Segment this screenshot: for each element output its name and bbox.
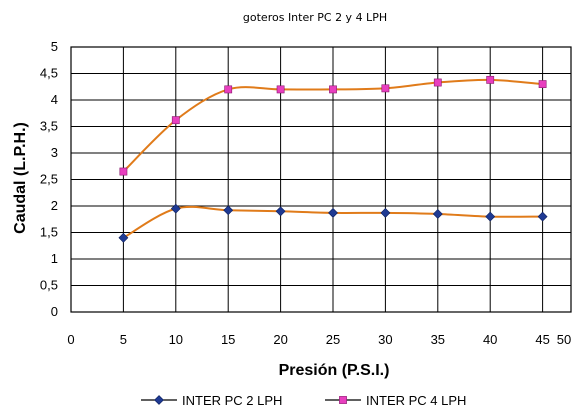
- data-point: [328, 207, 338, 218]
- data-point: [224, 85, 233, 94]
- data-point: [537, 211, 548, 222]
- y-tick-label: 1,5: [40, 225, 58, 240]
- plot-frame: [70, 46, 572, 313]
- legend-item-2: INTER PC 4 LPH: [325, 393, 466, 408]
- x-tick-label: 10: [169, 332, 183, 347]
- data-point: [118, 232, 129, 243]
- legend-label: INTER PC 2 LPH: [182, 393, 282, 408]
- y-tick-label: 4: [51, 92, 58, 107]
- series-2: [119, 75, 547, 176]
- y-tick-label: 2,5: [40, 172, 58, 187]
- y-axis-label: Caudal (L.P.H.): [12, 122, 29, 234]
- y-tick-labels: 0 0,5 1 1,5 2 2,5 3 3,5 4 4,5 5: [40, 39, 58, 319]
- data-point: [538, 80, 547, 88]
- y-tick-label: 5: [51, 39, 58, 54]
- legend: INTER PC 2 LPH INTER PC 4 LPH: [141, 393, 466, 408]
- legend-marker: [154, 395, 164, 405]
- x-tick-label: 30: [378, 332, 392, 347]
- data-point: [432, 209, 443, 219]
- x-tick-label: 15: [221, 332, 235, 347]
- data-point: [486, 75, 495, 84]
- x-tick-label: 50: [557, 332, 571, 347]
- data-point: [276, 85, 285, 94]
- x-tick-label: 20: [273, 332, 287, 347]
- data-point: [380, 207, 391, 218]
- x-tick-label: 5: [120, 332, 127, 347]
- data-point: [329, 85, 337, 94]
- x-axis-label: Presión (P.S.I.): [279, 362, 390, 379]
- data-point: [223, 205, 234, 216]
- y-tick-label: 1: [51, 251, 58, 266]
- grid: [70, 46, 572, 313]
- x-tick-labels: 0 5 10 15 20 25 30 35 40 45 50: [67, 332, 571, 347]
- x-tick-label: 40: [483, 332, 497, 347]
- y-tick-label: 0: [51, 304, 58, 319]
- y-tick-label: 3: [51, 145, 58, 160]
- data-point: [381, 84, 390, 93]
- chart-title: goteros Inter PC 2 y 4 LPH: [243, 11, 387, 24]
- y-tick-label: 4,5: [40, 66, 58, 81]
- legend-item-1: INTER PC 2 LPH: [141, 393, 282, 408]
- y-tick-label: 2: [51, 198, 58, 213]
- data-point: [170, 203, 181, 214]
- data-point: [485, 211, 496, 222]
- x-tick-label: 0: [67, 332, 74, 347]
- series-layer: [118, 75, 548, 243]
- data-point: [171, 116, 180, 125]
- x-tick-label: 35: [431, 332, 445, 347]
- data-point: [119, 167, 128, 176]
- y-tick-label: 0,5: [40, 278, 58, 293]
- legend-label: INTER PC 4 LPH: [366, 393, 466, 408]
- x-tick-label: 25: [326, 332, 340, 347]
- x-tick-label: 45: [535, 332, 549, 347]
- data-point: [433, 78, 442, 87]
- series-1: [118, 203, 548, 243]
- y-tick-label: 3,5: [40, 119, 58, 134]
- data-point: [275, 206, 286, 217]
- legend-marker: [339, 396, 347, 404]
